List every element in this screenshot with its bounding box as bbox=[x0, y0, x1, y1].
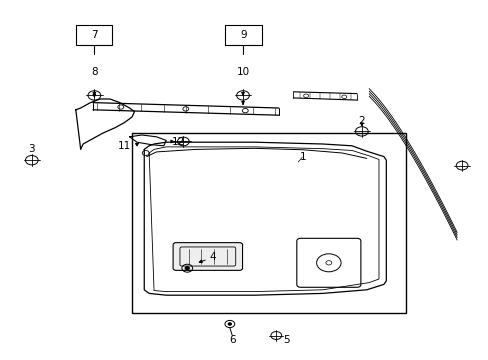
Text: 5: 5 bbox=[282, 335, 289, 345]
Text: 11: 11 bbox=[118, 141, 131, 151]
Text: 2: 2 bbox=[358, 116, 365, 126]
Text: 4: 4 bbox=[209, 252, 216, 262]
Bar bbox=[224, 25, 261, 45]
Text: 9: 9 bbox=[240, 30, 246, 40]
Text: 7: 7 bbox=[91, 30, 97, 40]
Text: 6: 6 bbox=[228, 335, 235, 345]
Bar bbox=[132, 133, 405, 313]
Text: 8: 8 bbox=[91, 67, 98, 77]
FancyBboxPatch shape bbox=[173, 243, 242, 270]
Text: 1: 1 bbox=[299, 152, 306, 162]
Bar bbox=[76, 25, 112, 45]
Text: 12: 12 bbox=[171, 137, 185, 147]
Text: 3: 3 bbox=[28, 144, 35, 154]
Circle shape bbox=[228, 323, 231, 325]
Text: 10: 10 bbox=[236, 67, 249, 77]
Circle shape bbox=[185, 267, 189, 270]
